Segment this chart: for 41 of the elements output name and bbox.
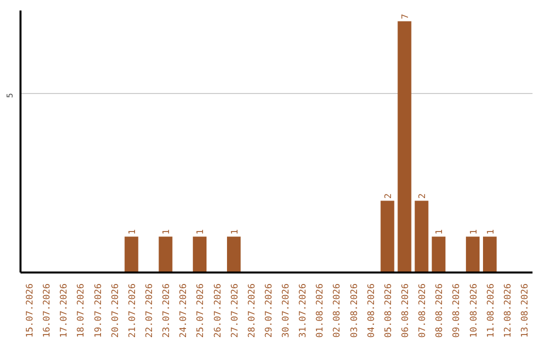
x-tick-label: 07.08.2026: [418, 283, 428, 338]
x-tick-label: 11.08.2026: [486, 283, 496, 338]
x-tick-label: 28.07.2026: [247, 283, 258, 338]
data-label: 1: [230, 229, 240, 235]
x-tick-label: 27.07.2026: [230, 283, 240, 338]
x-tick-label: 21.07.2026: [128, 283, 138, 338]
x-tick-label: 30.07.2026: [282, 283, 292, 338]
x-tick-label: 18.07.2026: [76, 283, 87, 338]
x-tick-label: 26.07.2026: [213, 283, 224, 338]
x-tick-label: 15.07.2026: [26, 283, 36, 338]
data-label: 1: [469, 229, 480, 235]
data-label: 2: [384, 193, 394, 199]
x-tick-label: 22.07.2026: [145, 283, 155, 338]
data-label: 1: [128, 229, 138, 235]
data-label: 2: [418, 193, 428, 199]
x-tick-label: 23.07.2026: [162, 283, 172, 338]
x-tick-label: 01.08.2026: [316, 283, 326, 338]
x-tick-label: 06.08.2026: [401, 283, 411, 338]
x-tick-label: 02.08.2026: [332, 283, 343, 338]
data-label: 1: [196, 229, 206, 235]
data-label: 1: [486, 229, 496, 235]
y-tick-label: 5: [6, 92, 14, 98]
x-tick-label: 12.08.2026: [503, 283, 514, 338]
x-tick-label: 10.08.2026: [469, 283, 480, 338]
x-tick-label: 03.08.2026: [350, 283, 360, 338]
x-tick-label: 25.07.2026: [196, 283, 206, 338]
x-tick-label: 09.08.2026: [452, 283, 462, 338]
x-tick-label: 13.08.2026: [520, 283, 530, 338]
x-tick-label: 24.07.2026: [179, 283, 190, 338]
x-tick-label: 16.07.2026: [42, 283, 53, 338]
data-label: 7: [401, 14, 411, 20]
x-tick-label: 29.07.2026: [264, 283, 274, 338]
x-tick-label: 08.08.2026: [435, 283, 446, 338]
x-tick-label: 31.07.2026: [298, 283, 309, 338]
x-tick-label: 20.07.2026: [110, 283, 121, 338]
x-tick-label: 17.07.2026: [60, 283, 70, 338]
data-label: 1: [162, 229, 172, 235]
data-label: 1: [435, 229, 446, 235]
x-tick-label: 04.08.2026: [366, 283, 377, 338]
x-tick-label: 05.08.2026: [384, 283, 394, 338]
x-tick-label: 19.07.2026: [94, 283, 104, 338]
